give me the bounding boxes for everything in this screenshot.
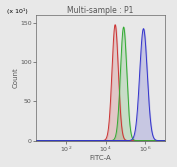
X-axis label: FITC-A: FITC-A bbox=[90, 155, 111, 161]
Title: Multi-sample : P1: Multi-sample : P1 bbox=[67, 6, 134, 15]
Y-axis label: Count: Count bbox=[13, 68, 19, 88]
Text: (x 10¹): (x 10¹) bbox=[7, 8, 28, 14]
